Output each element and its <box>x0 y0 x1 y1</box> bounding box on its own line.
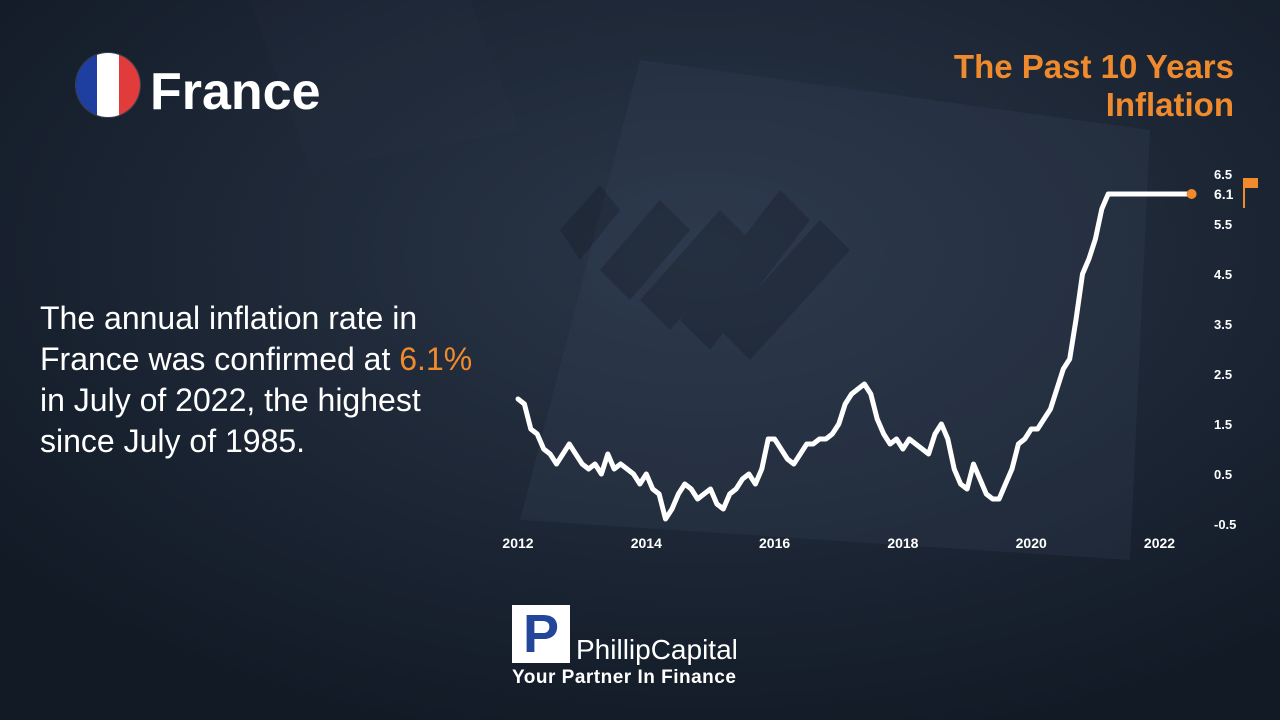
y-tick-label: 5.5 <box>1214 217 1232 232</box>
x-tick-label: 2014 <box>631 535 662 551</box>
x-tick-label: 2022 <box>1144 535 1175 551</box>
y-tick-label: 3.5 <box>1214 317 1232 332</box>
y-tick-label: 0.5 <box>1214 467 1232 482</box>
description-part2: in July of 2022, the highest since July … <box>40 382 421 459</box>
series-line <box>518 194 1192 519</box>
logo-mark-letter: P <box>523 607 559 661</box>
logo-mark: P <box>512 605 570 663</box>
x-tick-label: 2018 <box>887 535 918 551</box>
y-tick-label: -0.5 <box>1214 517 1236 532</box>
y-tick-label: 4.5 <box>1214 267 1232 282</box>
flag-stripe-white <box>97 53 118 117</box>
last-value-label: 6.1 <box>1214 186 1234 202</box>
logo-tagline: Your Partner In Finance <box>512 667 736 689</box>
x-tick-label: 2020 <box>1016 535 1047 551</box>
logo-name: PhillipCapital <box>576 635 738 665</box>
last-value-dot <box>1187 189 1197 199</box>
flag-icon <box>1243 178 1258 208</box>
inflation-line-chart: 2012 2014 2016 2018 2020 2022 -0.5 0.5 1.5 2.5 3.5… <box>480 150 1280 560</box>
x-tick-label: 2012 <box>502 535 533 551</box>
chart-title-line2: Inflation <box>954 86 1234 124</box>
company-logo: P PhillipCapital Your Partner In Finance <box>512 605 774 691</box>
y-tick-label: 1.5 <box>1214 417 1232 432</box>
country-title: France <box>150 60 321 124</box>
description-part1: The annual inflation rate in France was … <box>40 300 417 377</box>
description-text: The annual inflation rate in France was … <box>40 298 500 462</box>
france-flag-icon <box>76 53 140 117</box>
chart-title: The Past 10 Years Inflation <box>954 48 1234 124</box>
chart-title-line1: The Past 10 Years <box>954 48 1234 86</box>
y-tick-label: 2.5 <box>1214 367 1232 382</box>
y-tick-label: 6.5 <box>1214 167 1232 182</box>
description-highlight: 6.1% <box>399 341 472 377</box>
x-tick-label: 2016 <box>759 535 790 551</box>
